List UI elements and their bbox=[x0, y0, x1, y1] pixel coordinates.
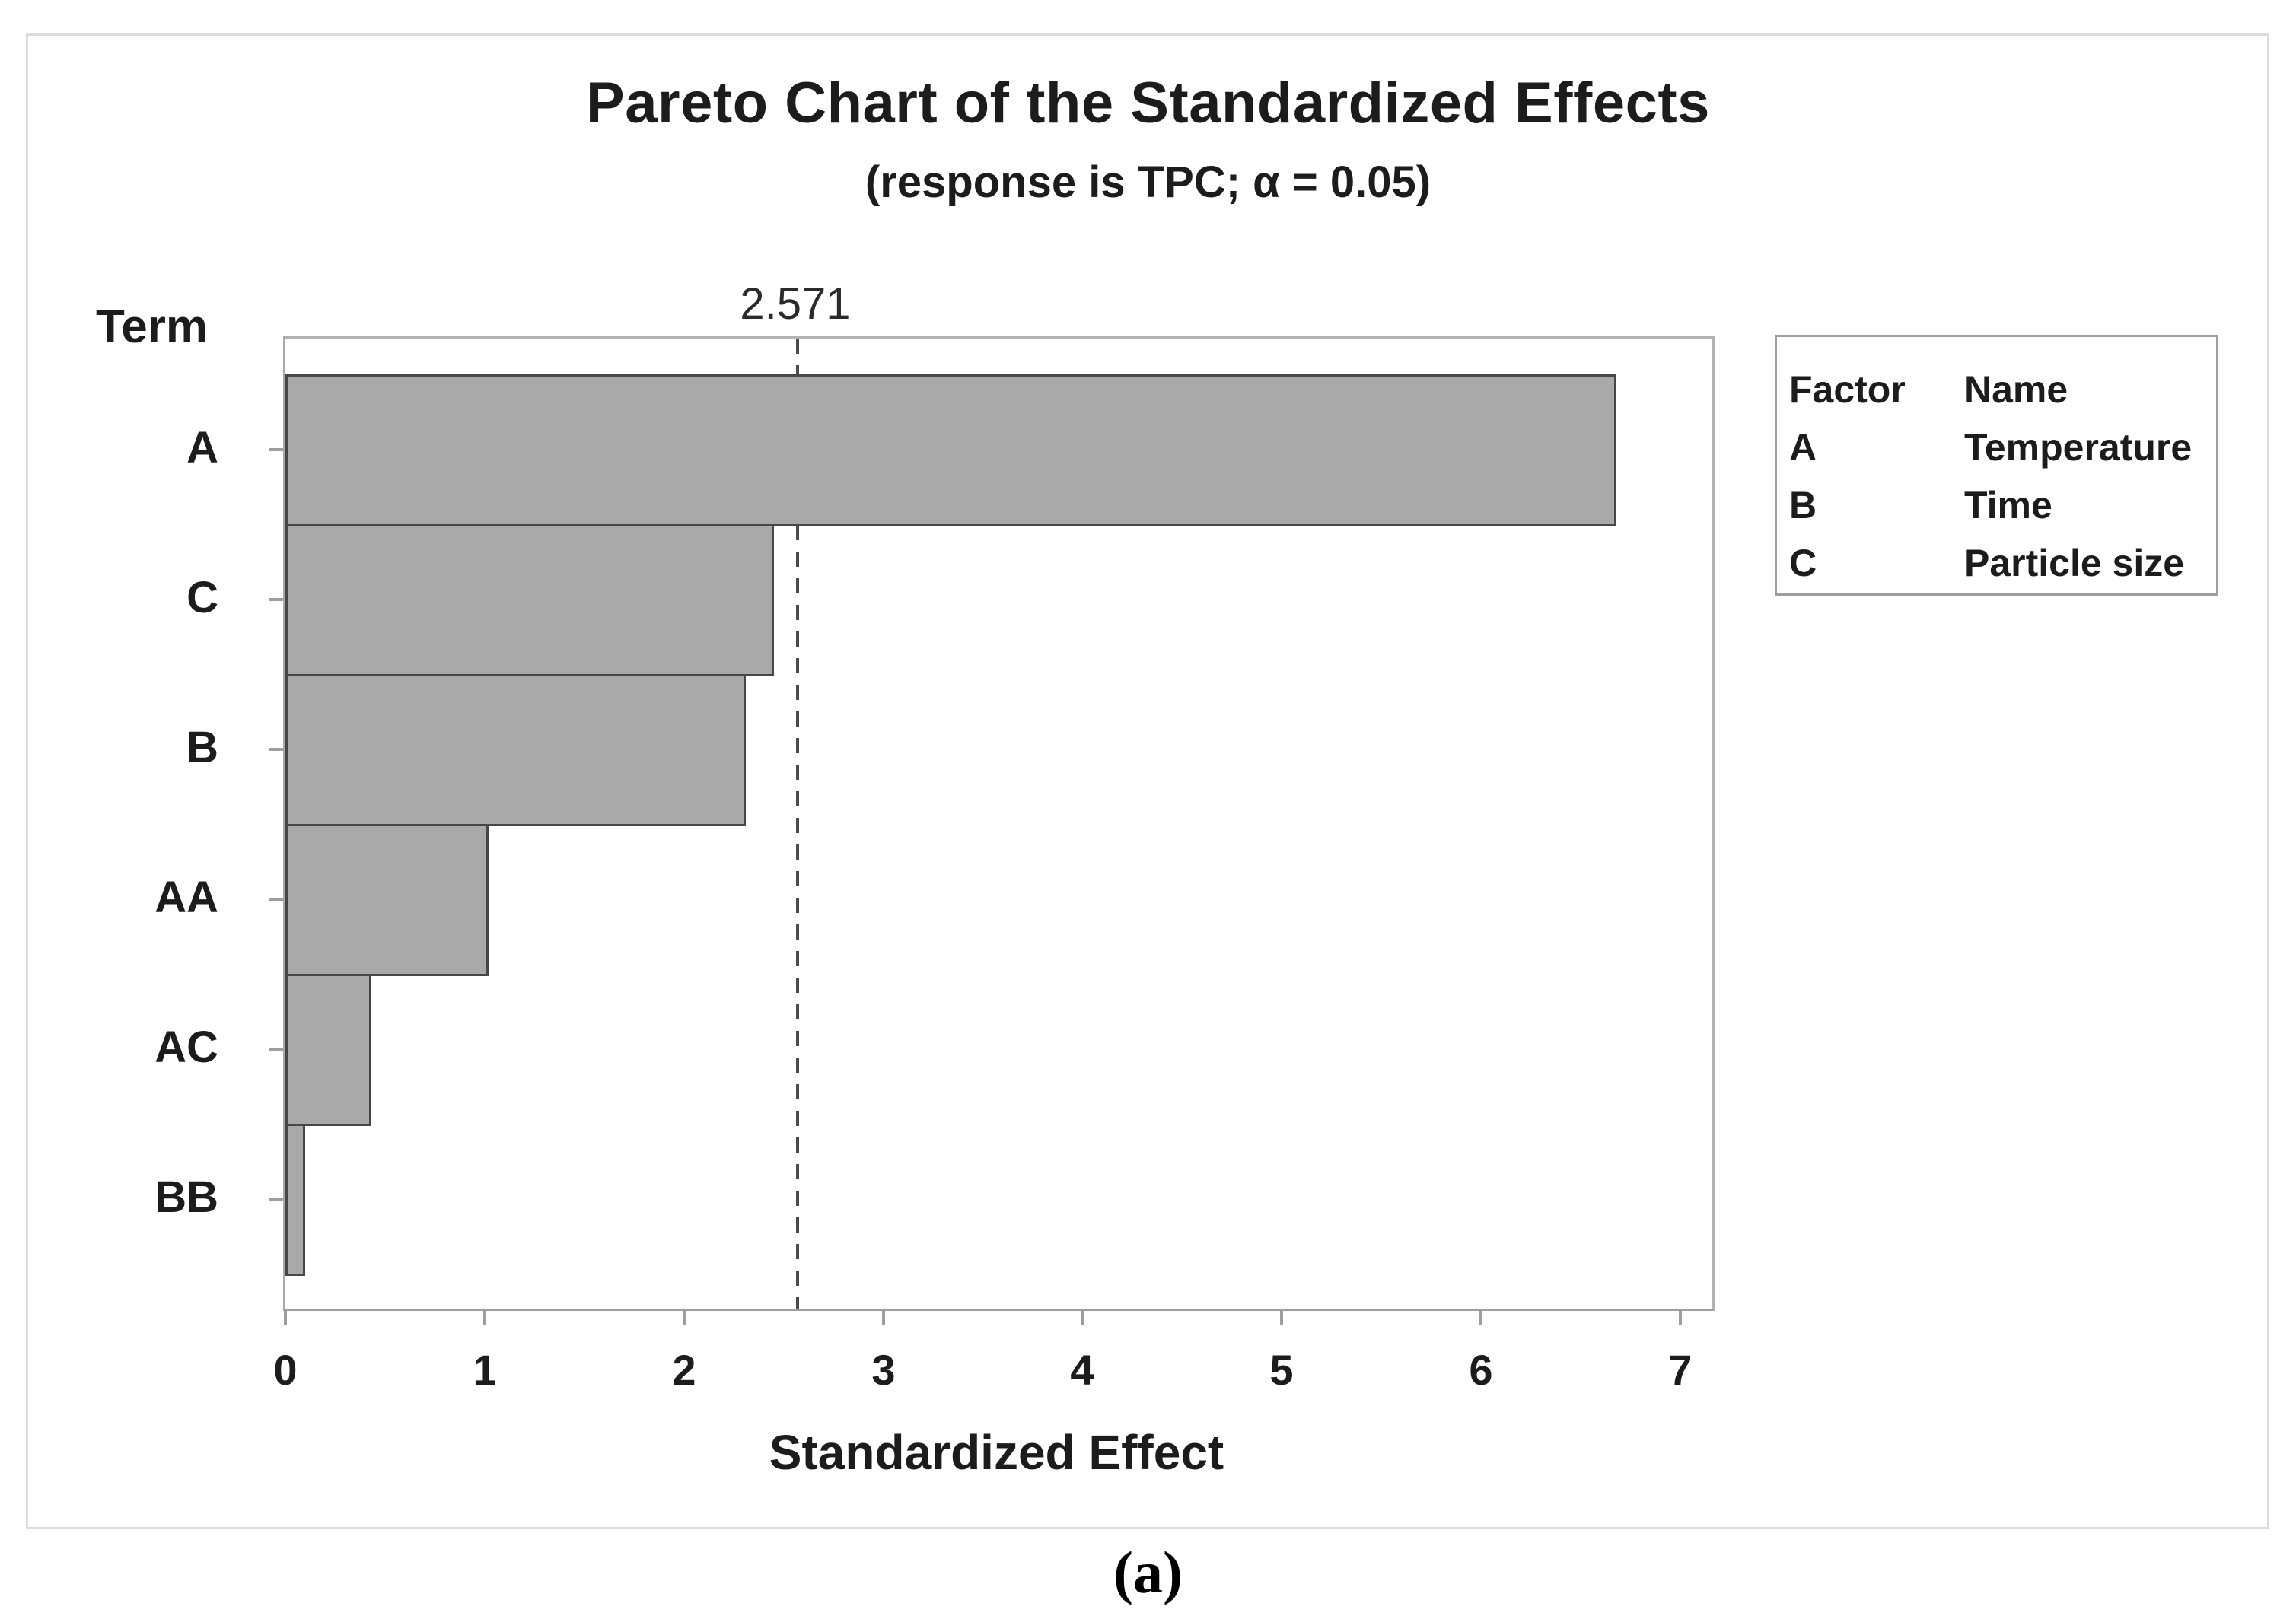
legend-name: Temperature bbox=[1964, 426, 2193, 469]
legend-header-name: Name bbox=[1964, 368, 2068, 411]
y-category-label-B: B bbox=[186, 722, 218, 772]
legend-name: Particle size bbox=[1964, 542, 2185, 584]
x-tick-label-3: 3 bbox=[871, 1346, 896, 1394]
y-tick-B bbox=[269, 747, 283, 751]
y-axis-title: Term bbox=[96, 301, 209, 353]
legend-factor: C bbox=[1789, 542, 1817, 584]
x-tick-6 bbox=[1479, 1311, 1482, 1325]
figure-caption: (a) bbox=[1113, 1539, 1183, 1605]
x-tick-label-6: 6 bbox=[1469, 1346, 1493, 1394]
y-tick-C bbox=[269, 597, 283, 601]
y-category-label-AC: AC bbox=[154, 1022, 218, 1072]
y-category-label-A: A bbox=[186, 422, 218, 472]
legend-factor: B bbox=[1789, 484, 1817, 526]
y-category-label-C: C bbox=[186, 572, 218, 622]
x-tick-label-0: 0 bbox=[273, 1346, 298, 1394]
x-tick-label-4: 4 bbox=[1070, 1346, 1094, 1394]
legend-rows-container: A Temperature B Time C Particle size bbox=[1789, 425, 2216, 599]
x-tick-5 bbox=[1280, 1311, 1283, 1325]
legend-factor: A bbox=[1789, 426, 1817, 469]
legend-row-B: B Time bbox=[1789, 483, 2216, 541]
x-tick-3 bbox=[882, 1311, 885, 1325]
bar-BB bbox=[285, 1124, 305, 1276]
x-tick-0 bbox=[284, 1311, 287, 1325]
chart-title: Pareto Chart of the Standardized Effects bbox=[586, 71, 1710, 135]
chart-subtitle: (response is TPC; α = 0.05) bbox=[865, 157, 1431, 207]
bar-AA bbox=[285, 824, 489, 976]
legend-row-C: C Particle size bbox=[1789, 541, 2216, 599]
y-tick-AC bbox=[269, 1047, 283, 1051]
reference-line bbox=[796, 339, 799, 1309]
legend-header-factor: Factor bbox=[1789, 368, 1906, 411]
y-category-label-BB: BB bbox=[154, 1172, 218, 1222]
y-tick-AA bbox=[269, 897, 283, 901]
legend-header-row: Factor Name bbox=[1789, 367, 2216, 425]
bar-C bbox=[285, 524, 774, 676]
y-category-label-AA: AA bbox=[154, 872, 218, 922]
x-tick-7 bbox=[1679, 1311, 1682, 1325]
bar-AC bbox=[285, 974, 371, 1126]
legend-row-A: A Temperature bbox=[1789, 425, 2216, 483]
y-tick-A bbox=[269, 447, 283, 451]
x-tick-label-5: 5 bbox=[1269, 1346, 1294, 1394]
bar-B bbox=[285, 674, 746, 826]
legend-name: Time bbox=[1964, 484, 2052, 526]
legend-box: Factor Name A Temperature B Time C Particle s… bbox=[1775, 335, 2218, 596]
reference-line-label: 2.571 bbox=[740, 279, 851, 329]
x-tick-label-2: 2 bbox=[672, 1346, 696, 1394]
x-tick-label-7: 7 bbox=[1668, 1346, 1693, 1394]
x-tick-1 bbox=[483, 1311, 486, 1325]
bar-A bbox=[285, 374, 1616, 526]
x-tick-label-1: 1 bbox=[473, 1346, 497, 1394]
x-tick-2 bbox=[683, 1311, 686, 1325]
x-tick-4 bbox=[1081, 1311, 1084, 1325]
x-axis-title: Standardized Effect bbox=[769, 1425, 1224, 1480]
y-tick-BB bbox=[269, 1197, 283, 1201]
